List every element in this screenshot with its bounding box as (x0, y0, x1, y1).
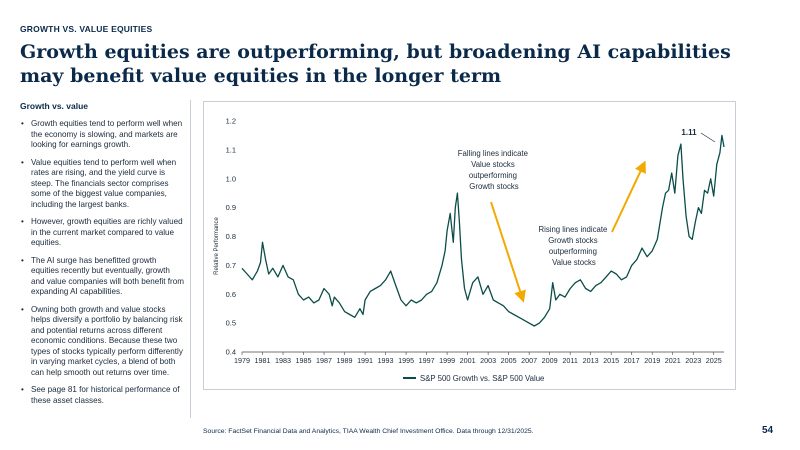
y-tick-label: 0.7 (226, 261, 236, 270)
y-tick-label: 1.0 (226, 174, 236, 183)
falling-annotation: Falling lines indicate Value stocks outp… (458, 149, 530, 191)
source-note: Source: FactSet Financial Data and Analy… (203, 428, 534, 435)
chart-container: 0.4 0.5 0.6 0.7 0.8 0.9 1.0 1.1 1.2 1979 1981 1983… (203, 101, 736, 390)
y-axis-label: Relative Performance (214, 216, 220, 274)
x-tick-label: 1993 (378, 356, 394, 365)
x-tick-label: 2005 (501, 356, 517, 365)
rising-arrow (611, 160, 646, 233)
x-tick-label: 2009 (542, 356, 558, 365)
column-divider (190, 100, 191, 418)
y-tick-label: 0.5 (226, 319, 236, 328)
x-tick-label: 2023 (685, 356, 701, 365)
left-subheading: Growth vs. value (20, 101, 89, 111)
x-tick-label: 1999 (439, 356, 455, 365)
x-tick-label: 2013 (583, 356, 599, 365)
bullet-item: Growth equities tend to perform well whe… (21, 119, 185, 151)
x-tick-label: 2021 (665, 356, 681, 365)
x-tick-label: 2011 (562, 356, 577, 365)
x-tick-label: 1979 (234, 356, 250, 365)
y-tick-label: 1.1 (226, 145, 236, 154)
page-title: Growth equities are outperforming, but b… (20, 41, 731, 87)
x-tick-label: 1983 (275, 356, 291, 365)
rising-annotation: Rising lines indicate Growth stocks outp… (538, 225, 609, 267)
page-number: 54 (762, 425, 774, 436)
x-tick-label: 2017 (624, 356, 640, 365)
y-tick-label: 0.6 (226, 290, 236, 299)
x-tick-label: 1997 (419, 356, 435, 365)
y-tick-label: 0.8 (226, 232, 236, 241)
y-tick-label: 1.2 (226, 117, 236, 126)
x-tick-label: 1987 (316, 356, 332, 365)
x-tick-label: 1991 (357, 356, 373, 365)
x-tick-label: 2015 (603, 356, 619, 365)
x-tick-label: 2025 (706, 356, 722, 365)
series-line (241, 134, 725, 327)
falling-arrow (490, 201, 526, 303)
x-tick-label: 1985 (296, 356, 312, 365)
bullet-item: The AI surge has benefitted growth equit… (21, 256, 185, 298)
relative-performance-chart: 0.4 0.5 0.6 0.7 0.8 0.9 1.0 1.1 1.2 1979 1981 1983… (214, 117, 725, 383)
x-tick-label: 2019 (644, 356, 660, 365)
x-tick-label: 2007 (521, 356, 537, 365)
last-value-label: 1.11 (681, 128, 697, 137)
x-tick-label: 1995 (398, 356, 414, 365)
bullet-list: Growth equities tend to perform well whe… (20, 119, 185, 406)
y-tick-label: 0.4 (226, 348, 236, 357)
x-tick-label: 2003 (480, 356, 496, 365)
y-tick-label: 0.9 (226, 203, 236, 212)
x-tick-label: 1981 (255, 356, 271, 365)
section-label: GROWTH VS. VALUE EQUITIES (20, 24, 153, 34)
x-tick-label: 1989 (337, 356, 353, 365)
bullet-item: See page 81 for historical performance o… (21, 385, 185, 406)
left-column: Growth vs. value Growth equities tend to… (20, 101, 185, 413)
bullet-item: However, growth equities are richly valu… (21, 217, 185, 249)
legend: S&P 500 Growth vs. S&P 500 Value (403, 374, 544, 383)
x-tick-label: 2001 (460, 356, 476, 365)
bullet-item: Owning both growth and value stocks help… (21, 305, 185, 379)
bullet-item: Value equities tend to perform well when… (21, 158, 185, 211)
last-value-leader (700, 132, 716, 143)
legend-label: S&P 500 Growth vs. S&P 500 Value (420, 374, 544, 383)
